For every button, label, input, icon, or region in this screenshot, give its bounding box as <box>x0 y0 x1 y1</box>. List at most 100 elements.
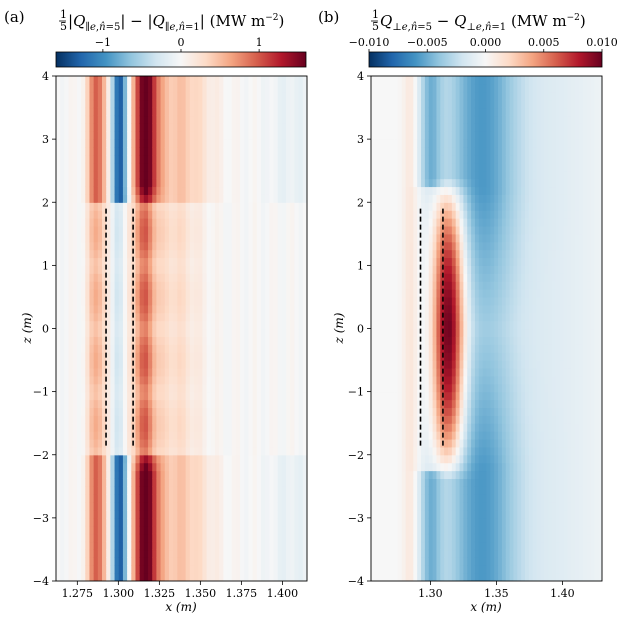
heatmap-cell <box>274 336 279 344</box>
heatmap-cell <box>123 171 128 179</box>
heatmap-cell <box>290 510 295 518</box>
heatmap-cell <box>198 305 203 313</box>
heatmap-cell <box>240 510 245 518</box>
heatmap-cell <box>248 257 253 265</box>
heatmap-cell <box>274 376 279 384</box>
heatmap-cell <box>248 265 253 273</box>
heatmap-cell <box>413 415 417 423</box>
heatmap-cell <box>81 368 86 376</box>
heatmap-cell <box>140 518 145 526</box>
heatmap-cell <box>106 368 111 376</box>
heatmap-cell <box>410 376 414 384</box>
heatmap-cell <box>278 171 283 179</box>
heatmap-cell <box>173 329 178 337</box>
heatmap-cell <box>286 534 291 542</box>
heatmap-cell <box>390 265 394 273</box>
heatmap-cell <box>177 92 182 100</box>
heatmap-cell <box>410 313 414 321</box>
heatmap-cell <box>81 257 86 265</box>
heatmap-cell <box>406 518 410 526</box>
heatmap-cell <box>94 234 99 242</box>
heatmap-cell <box>383 565 387 573</box>
heatmap-cell <box>81 265 86 273</box>
heatmap-cell <box>194 360 199 368</box>
heatmap-cell <box>265 494 270 502</box>
heatmap-cell <box>207 218 212 226</box>
heatmap-cell <box>371 368 375 376</box>
heatmap-cell <box>56 542 61 550</box>
heatmap-cell <box>236 400 241 408</box>
heatmap-cell <box>236 250 241 258</box>
panel-b-letter: (b) <box>318 8 339 26</box>
heatmap-cell <box>215 478 220 486</box>
heatmap-cell <box>248 557 253 565</box>
heatmap-cell <box>64 407 69 415</box>
heatmap-cell <box>64 242 69 250</box>
heatmap-cell <box>64 131 69 139</box>
heatmap-cell <box>56 313 61 321</box>
heatmap-cell <box>394 526 398 534</box>
heatmap-cell <box>429 384 433 392</box>
heatmap-cell <box>236 494 241 502</box>
heatmap-cell <box>257 194 262 202</box>
y-tick-label: 3 <box>42 133 49 146</box>
heatmap-cell <box>429 463 433 471</box>
heatmap-cell <box>135 131 140 139</box>
heatmap-cell <box>248 289 253 297</box>
heatmap-cell <box>410 155 414 163</box>
heatmap-cell <box>165 368 170 376</box>
heatmap-cell <box>421 76 425 84</box>
heatmap-cell <box>207 155 212 163</box>
heatmap-cell <box>383 226 387 234</box>
heatmap-cell <box>371 313 375 321</box>
heatmap-cell <box>190 226 195 234</box>
heatmap-cell <box>60 273 65 281</box>
heatmap-cell <box>215 534 220 542</box>
heatmap-cell <box>156 557 161 565</box>
heatmap-cell <box>60 265 65 273</box>
heatmap-cell <box>228 131 233 139</box>
heatmap-cell <box>186 486 191 494</box>
heatmap-cell <box>265 336 270 344</box>
heatmap-cell <box>261 123 266 131</box>
heatmap-cell <box>56 344 61 352</box>
heatmap-cell <box>413 273 417 281</box>
heatmap-cell <box>69 76 74 84</box>
heatmap-cell <box>240 471 245 479</box>
heatmap-cell <box>228 502 233 510</box>
heatmap-cell <box>417 471 421 479</box>
heatmap-cell <box>211 336 216 344</box>
heatmap-cell <box>240 542 245 550</box>
heatmap-cell <box>278 131 283 139</box>
heatmap-cell <box>390 557 394 565</box>
heatmap-cell <box>194 265 199 273</box>
heatmap-cell <box>261 329 266 337</box>
heatmap-cell <box>148 265 153 273</box>
heatmap-cell <box>169 573 174 581</box>
heatmap-cell <box>282 226 287 234</box>
heatmap-cell <box>98 163 103 171</box>
heatmap-cell <box>165 313 170 321</box>
heatmap-cell <box>198 179 203 187</box>
heatmap-cell <box>429 289 433 297</box>
heatmap-cell <box>398 573 402 581</box>
colorbar-tick-label: 0 <box>178 36 185 49</box>
heatmap-cell <box>299 265 304 273</box>
heatmap-cell <box>261 344 266 352</box>
heatmap-cell <box>421 423 425 431</box>
heatmap-cell <box>173 131 178 139</box>
heatmap-cell <box>106 250 111 258</box>
heatmap-cell <box>425 297 429 305</box>
heatmap-cell <box>177 352 182 360</box>
heatmap-cell <box>413 534 417 542</box>
heatmap-cell <box>60 336 65 344</box>
heatmap-cell <box>371 179 375 187</box>
heatmap-cell <box>236 407 241 415</box>
heatmap-cell <box>278 84 283 92</box>
heatmap-cell <box>152 297 157 305</box>
heatmap-cell <box>294 131 299 139</box>
heatmap-cell <box>299 384 304 392</box>
heatmap-cell <box>269 273 274 281</box>
heatmap-cell <box>269 100 274 108</box>
heatmap-cell <box>375 494 379 502</box>
